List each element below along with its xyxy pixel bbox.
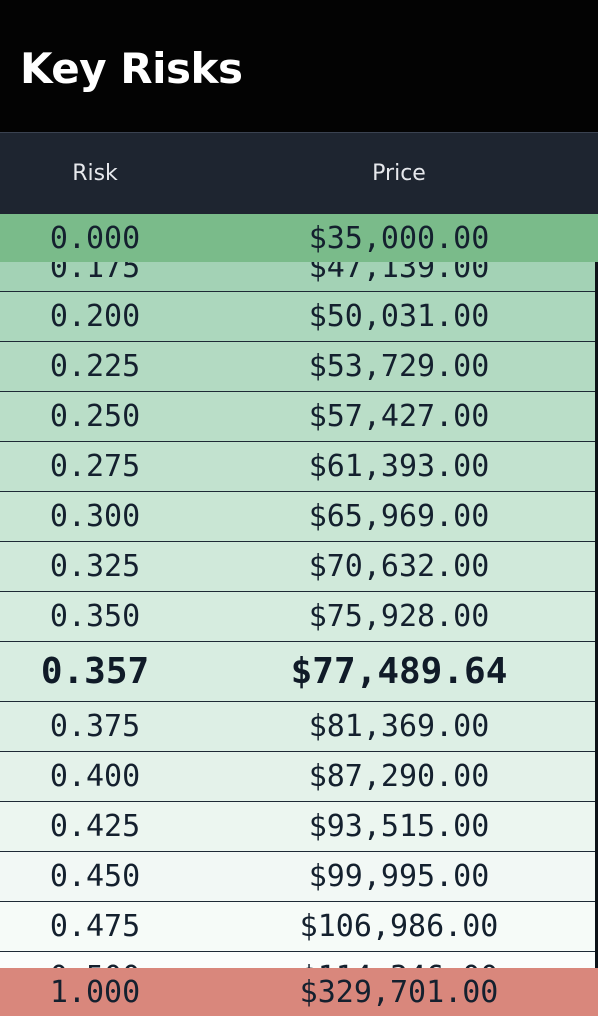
price-cell: $50,031.00: [308, 299, 490, 334]
table-row[interactable]: 0.357 $77,489.64: [0, 642, 598, 702]
risk-cell: 0.325: [49, 549, 141, 584]
price-cell: $57,427.00: [308, 399, 490, 434]
price-cell: $61,393.00: [308, 449, 490, 484]
risk-cell: 0.250: [49, 399, 141, 434]
table-row[interactable]: 0.200 $50,031.00: [0, 292, 598, 342]
price-cell: $77,489.64: [290, 651, 508, 692]
risk-cell: 0.350: [49, 599, 141, 634]
risk-cell: 0.000: [49, 220, 141, 256]
risk-cell: 0.450: [49, 859, 141, 894]
risk-cell: 0.375: [49, 709, 141, 744]
column-header-price[interactable]: Price: [372, 161, 426, 186]
risk-cell: 0.225: [49, 349, 141, 384]
risk-cell: 0.357: [40, 651, 150, 692]
price-cell: $81,369.00: [308, 709, 490, 744]
table-row[interactable]: 0.400 $87,290.00: [0, 752, 598, 802]
risk-cell: 0.475: [49, 909, 141, 944]
risk-cell: 0.275: [49, 449, 141, 484]
risk-cell: 0.400: [49, 759, 141, 794]
price-cell: $329,701.00: [299, 974, 499, 1010]
table-header: Risk Price: [0, 132, 598, 214]
table-row[interactable]: 0.425 $93,515.00: [0, 802, 598, 852]
table-row[interactable]: 0.475 $106,986.00: [0, 902, 598, 952]
column-header-risk[interactable]: Risk: [72, 161, 118, 186]
table-row[interactable]: 0.450 $99,995.00: [0, 852, 598, 902]
table-row[interactable]: 0.300 $65,969.00: [0, 492, 598, 542]
app-header: Key Risks: [0, 0, 598, 132]
price-cell: $99,995.00: [308, 859, 490, 894]
risk-cell: 1.000: [49, 974, 141, 1010]
table-row[interactable]: 0.325 $70,632.00: [0, 542, 598, 592]
price-cell: $53,729.00: [308, 349, 490, 384]
table-row[interactable]: 0.275 $61,393.00: [0, 442, 598, 492]
price-cell: $65,969.00: [308, 499, 490, 534]
risk-price-table[interactable]: Risk Price 0.175 $47,139.00 0.200 $50,031.0…: [0, 132, 598, 1016]
risk-cell: 0.200: [49, 299, 141, 334]
price-cell: $35,000.00: [308, 220, 490, 256]
table-row[interactable]: 0.225 $53,729.00: [0, 342, 598, 392]
page-title: Key Risks: [20, 44, 243, 93]
price-cell: $93,515.00: [308, 809, 490, 844]
table-row[interactable]: 0.375 $81,369.00: [0, 702, 598, 752]
risk-cell: 0.300: [49, 499, 141, 534]
price-cell: $106,986.00: [299, 909, 499, 944]
risk-cell: 0.425: [49, 809, 141, 844]
scrollbar-track[interactable]: [595, 214, 598, 1016]
price-cell: $75,928.00: [308, 599, 490, 634]
table-row[interactable]: 0.350 $75,928.00: [0, 592, 598, 642]
price-cell: $87,290.00: [308, 759, 490, 794]
table-row[interactable]: 0.250 $57,427.00: [0, 392, 598, 442]
pinned-row-top[interactable]: 0.000 $35,000.00: [0, 214, 598, 262]
price-cell: $70,632.00: [308, 549, 490, 584]
pinned-row-bottom[interactable]: 1.000 $329,701.00: [0, 968, 598, 1016]
